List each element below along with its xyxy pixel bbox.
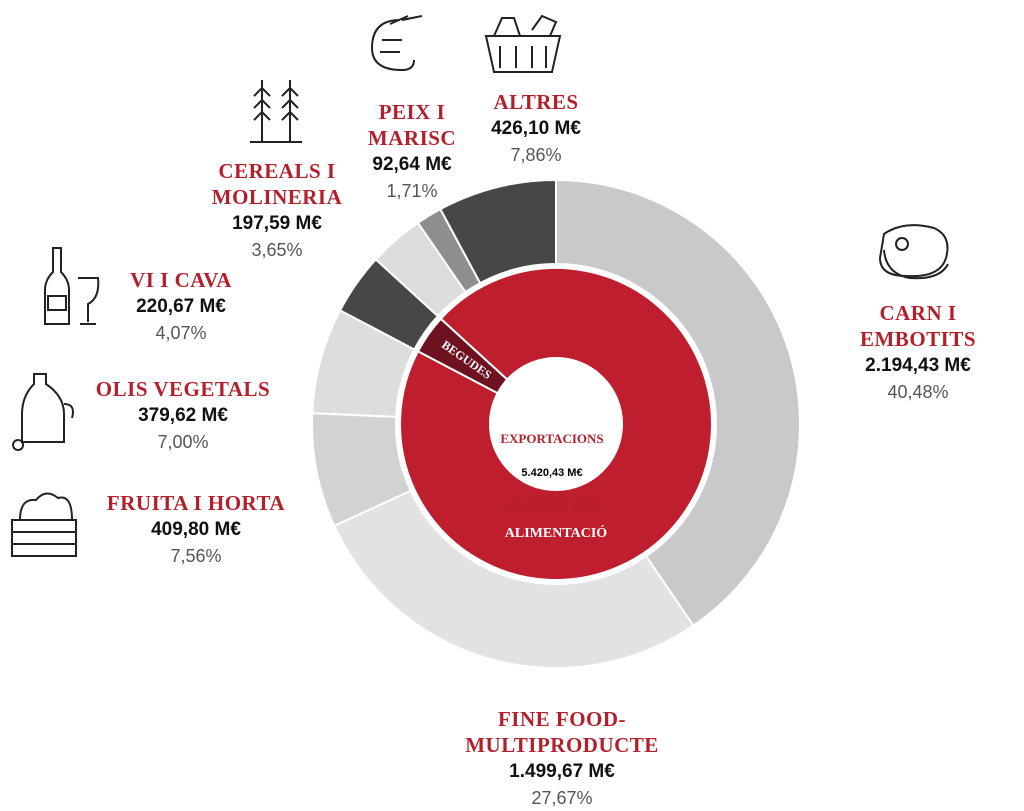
inner-segment [399, 267, 713, 581]
value-label: 197,59 M€ [232, 213, 322, 234]
outer-segment [332, 489, 695, 669]
category-name: PEIX I MARISC [367, 100, 457, 150]
percent-label: 7,00% [157, 432, 209, 452]
percent-label: 27,67% [531, 788, 593, 808]
category-name: VI I CAVA [130, 268, 232, 292]
value-label: 426,10 M€ [491, 118, 581, 139]
icon-basket [484, 14, 562, 73]
icon-wheat [250, 80, 302, 143]
center-label: EXPORTACIONS 5.420,43 M€ (SEMESTRE 2020) [500, 412, 603, 532]
icon-vegetables [11, 492, 77, 557]
inner-label: ALIMENTACIÓ [505, 524, 608, 541]
center-total: 5.420,43 M€ [521, 467, 583, 479]
icon-wine [44, 247, 100, 325]
value-label: 409,80 M€ [151, 519, 241, 540]
percent-label: 3,65% [251, 240, 303, 260]
segment-label: OLIS VEGETALS 379,62 M€ 7,00% [96, 376, 270, 455]
category-name: CARN I EMBOTITS [859, 301, 977, 351]
category-name: OLIS VEGETALS [95, 377, 271, 401]
segment-label: CEREALS I MOLINERIA 197,59 M€ 3,65% [212, 158, 343, 263]
percent-label: 7,86% [510, 145, 562, 165]
percent-label: 1,71% [386, 181, 438, 201]
center-title: EXPORTACIONS [500, 431, 604, 446]
segment-label: VI I CAVA 220,67 M€ 4,07% [130, 267, 232, 346]
percent-label: 7,56% [170, 546, 222, 566]
value-label: 379,62 M€ [138, 405, 228, 426]
segment-label: PEIX I MARISC 92,64 M€ 1,71% [368, 99, 456, 204]
value-label: 92,64 M€ [372, 154, 452, 175]
percent-label: 40,48% [887, 382, 949, 402]
category-name: FRUITA I HORTA [106, 491, 286, 515]
segment-label: FRUITA I HORTA 409,80 M€ 7,56% [107, 490, 285, 569]
outer-segment [555, 178, 801, 628]
icon-oil [12, 373, 74, 451]
percent-label: 4,07% [155, 323, 207, 343]
category-name: FINE FOOD- MULTIPRODUCTE [465, 707, 659, 757]
segment-label: FINE FOOD- MULTIPRODUCTE 1.499,67 M€ 27,67… [465, 706, 659, 811]
category-name: ALTRES [493, 90, 579, 114]
icon-meat [878, 224, 949, 280]
value-label: 1.499,67 M€ [509, 761, 615, 782]
segment-label: CARN I EMBOTITS 2.194,43 M€ 40,48% [860, 300, 976, 405]
value-label: 220,67 M€ [136, 296, 226, 317]
center-subtitle: (SEMESTRE 2020) [504, 500, 600, 512]
outer-segment [438, 178, 557, 285]
icon-shrimp [370, 15, 423, 72]
value-label: 2.194,43 M€ [865, 355, 971, 376]
category-name: CEREALS I MOLINERIA [211, 159, 343, 209]
segment-label: ALTRES 426,10 M€ 7,86% [491, 89, 581, 168]
